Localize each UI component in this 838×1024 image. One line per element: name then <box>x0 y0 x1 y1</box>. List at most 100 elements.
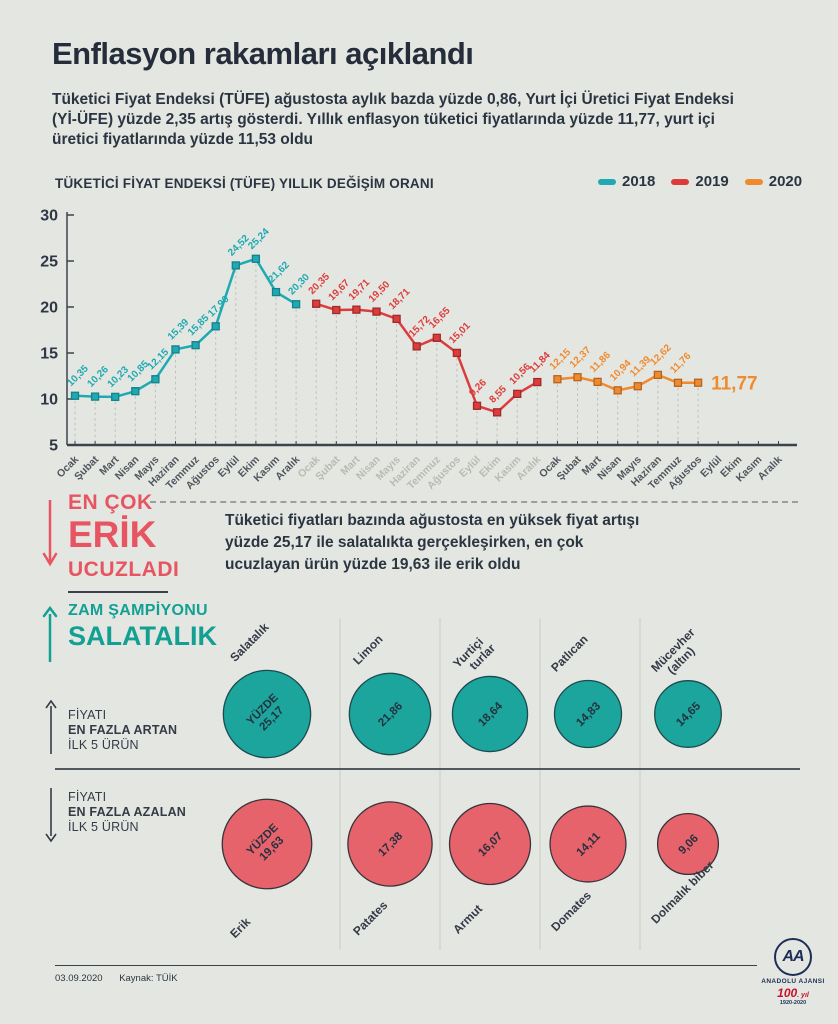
legend-swatch-icon <box>744 178 763 185</box>
top5-decrease-label: FİYATI EN FAZLA AZALAN İLK 5 ÜRÜN <box>68 790 186 835</box>
data-point <box>151 375 160 384</box>
aa-monogram-text: AA <box>782 948 804 965</box>
bubble-label: Salatalık <box>227 620 272 665</box>
bubble-fiyati-en-fazla-artan <box>451 675 529 753</box>
callout-line: UCUZLADI <box>68 558 180 581</box>
y-tick-label: 30 <box>40 208 58 225</box>
data-point <box>492 408 502 417</box>
value-label: 16,65 <box>427 305 453 331</box>
bubble-label: Erik <box>227 915 253 941</box>
data-point <box>131 387 140 396</box>
value-label: 11,76 <box>668 351 693 376</box>
data-point <box>352 305 361 314</box>
x-tick-label: Eylül <box>457 454 483 480</box>
y-tick-label: 15 <box>40 346 58 363</box>
cheapest-item-callout: EN ÇOK ERİK UCUZLADI <box>68 492 179 580</box>
label-line: EN FAZLA ARTAN <box>68 723 178 737</box>
data-point <box>513 389 522 398</box>
data-point <box>291 300 301 309</box>
value-label: 15,01 <box>447 320 473 346</box>
label-line: FİYATI <box>68 790 107 804</box>
value-label: 20,30 <box>286 272 312 298</box>
page-title: Enflasyon rakamları açıklandı <box>52 36 474 71</box>
data-point <box>171 345 180 354</box>
data-point <box>412 342 421 351</box>
bubble-label: Mücevher(altın) <box>648 625 707 684</box>
data-point <box>271 287 281 297</box>
data-point <box>653 370 663 380</box>
arrow-down-red-icon <box>42 500 58 567</box>
bubble-label: Patlıcan <box>548 632 590 674</box>
centennial-years: 1920-2020 <box>779 1000 807 1006</box>
data-point <box>111 392 120 402</box>
value-label: 19,67 <box>327 277 353 303</box>
arrow-down-dark-icon <box>45 788 57 843</box>
data-point <box>251 254 261 263</box>
arrow-up-teal-icon <box>42 606 58 662</box>
legend-swatch-icon <box>671 178 690 185</box>
data-point <box>70 391 80 400</box>
agency-name: ANADOLU AJANSI <box>761 978 825 985</box>
legend-swatch-icon <box>598 178 616 185</box>
data-point <box>312 299 321 308</box>
data-point <box>693 378 703 387</box>
y-tick-label: 5 <box>49 438 58 455</box>
centennial-mark: 100. yıl <box>754 987 832 999</box>
footer-meta: 03.09.2020 Kaynak: TÜİK <box>55 973 178 984</box>
x-tick-label: Eylül <box>216 454 242 480</box>
data-point <box>211 322 220 331</box>
anadolu-agency-logo: AA ANADOLU AJANSI 100. yıl 1920-2020 <box>754 938 832 1006</box>
data-point <box>673 378 683 387</box>
y-tick-label: 25 <box>40 254 58 271</box>
divider <box>68 591 168 593</box>
bubble-label: Patates <box>350 898 390 938</box>
data-point <box>90 392 100 401</box>
y-tick-label: 20 <box>40 300 58 317</box>
data-point <box>332 305 341 315</box>
callout-line: ERİK <box>68 514 157 555</box>
tufe-line-chart: 30252015105OcakŞubatMartNisanMayısHazira… <box>40 208 797 492</box>
bubble-label: Limon <box>350 632 385 667</box>
value-label: 25,24 <box>246 226 272 252</box>
legend-item-2018: 2018 <box>598 173 655 190</box>
price-change-bubbles: YÜZDE25,17Salatalık21,86Limon18,64Yurtiç… <box>55 618 800 950</box>
label-line: EN FAZLA AZALAN <box>68 805 187 819</box>
highlight-body-text: Tüketici fiyatları bazında ağustosta en … <box>225 512 640 573</box>
bubble-fiyati-en-fazla-artan <box>222 669 312 759</box>
centennial-number: 100 <box>777 986 798 1000</box>
intro-text: Tüketici Fiyat Endeksi (TÜFE) ağustosta … <box>52 91 734 148</box>
dashed-separator <box>150 501 798 503</box>
data-point <box>472 401 482 410</box>
callout-line: EN ÇOK <box>68 491 153 514</box>
data-point <box>593 377 602 387</box>
centennial-suffix: . yıl <box>797 992 809 999</box>
legend-label: 2020 <box>768 173 803 190</box>
top-gainer-callout: ZAM ŞAMPİYONU SALATALIK <box>68 603 217 650</box>
source-credit: Kaynak: TÜİK <box>119 973 178 984</box>
y-tick-label: 10 <box>40 392 58 409</box>
data-point <box>633 382 642 391</box>
value-label: 8,55 <box>487 384 509 406</box>
legend-item-2020: 2020 <box>744 173 803 190</box>
value-label: 9,26 <box>467 377 489 399</box>
aa-monogram-icon: AA <box>774 938 812 976</box>
data-point <box>553 375 562 384</box>
bubble-label: Armut <box>450 902 485 937</box>
label-line: FİYATI <box>68 708 107 722</box>
value-label: 19,50 <box>367 279 393 305</box>
legend-label: 2019 <box>695 173 729 190</box>
bubble-label: Yurtiçiturlar <box>450 632 498 680</box>
value-label: 15,72 <box>407 314 433 340</box>
value-label: 18,71 <box>387 286 413 312</box>
footer-divider <box>55 965 757 966</box>
data-point <box>372 307 381 316</box>
legend-label: 2018 <box>622 173 656 190</box>
label-line: İLK 5 ÜRÜN <box>68 738 139 752</box>
bubble-fiyati-en-fazla-artan <box>553 679 623 749</box>
latest-value-highlight: 11,77 <box>711 374 758 395</box>
data-point <box>392 314 401 324</box>
data-point <box>573 373 582 382</box>
x-tick-label: Eylül <box>698 454 724 480</box>
bubble-fiyati-en-fazla-azalan <box>347 801 433 887</box>
